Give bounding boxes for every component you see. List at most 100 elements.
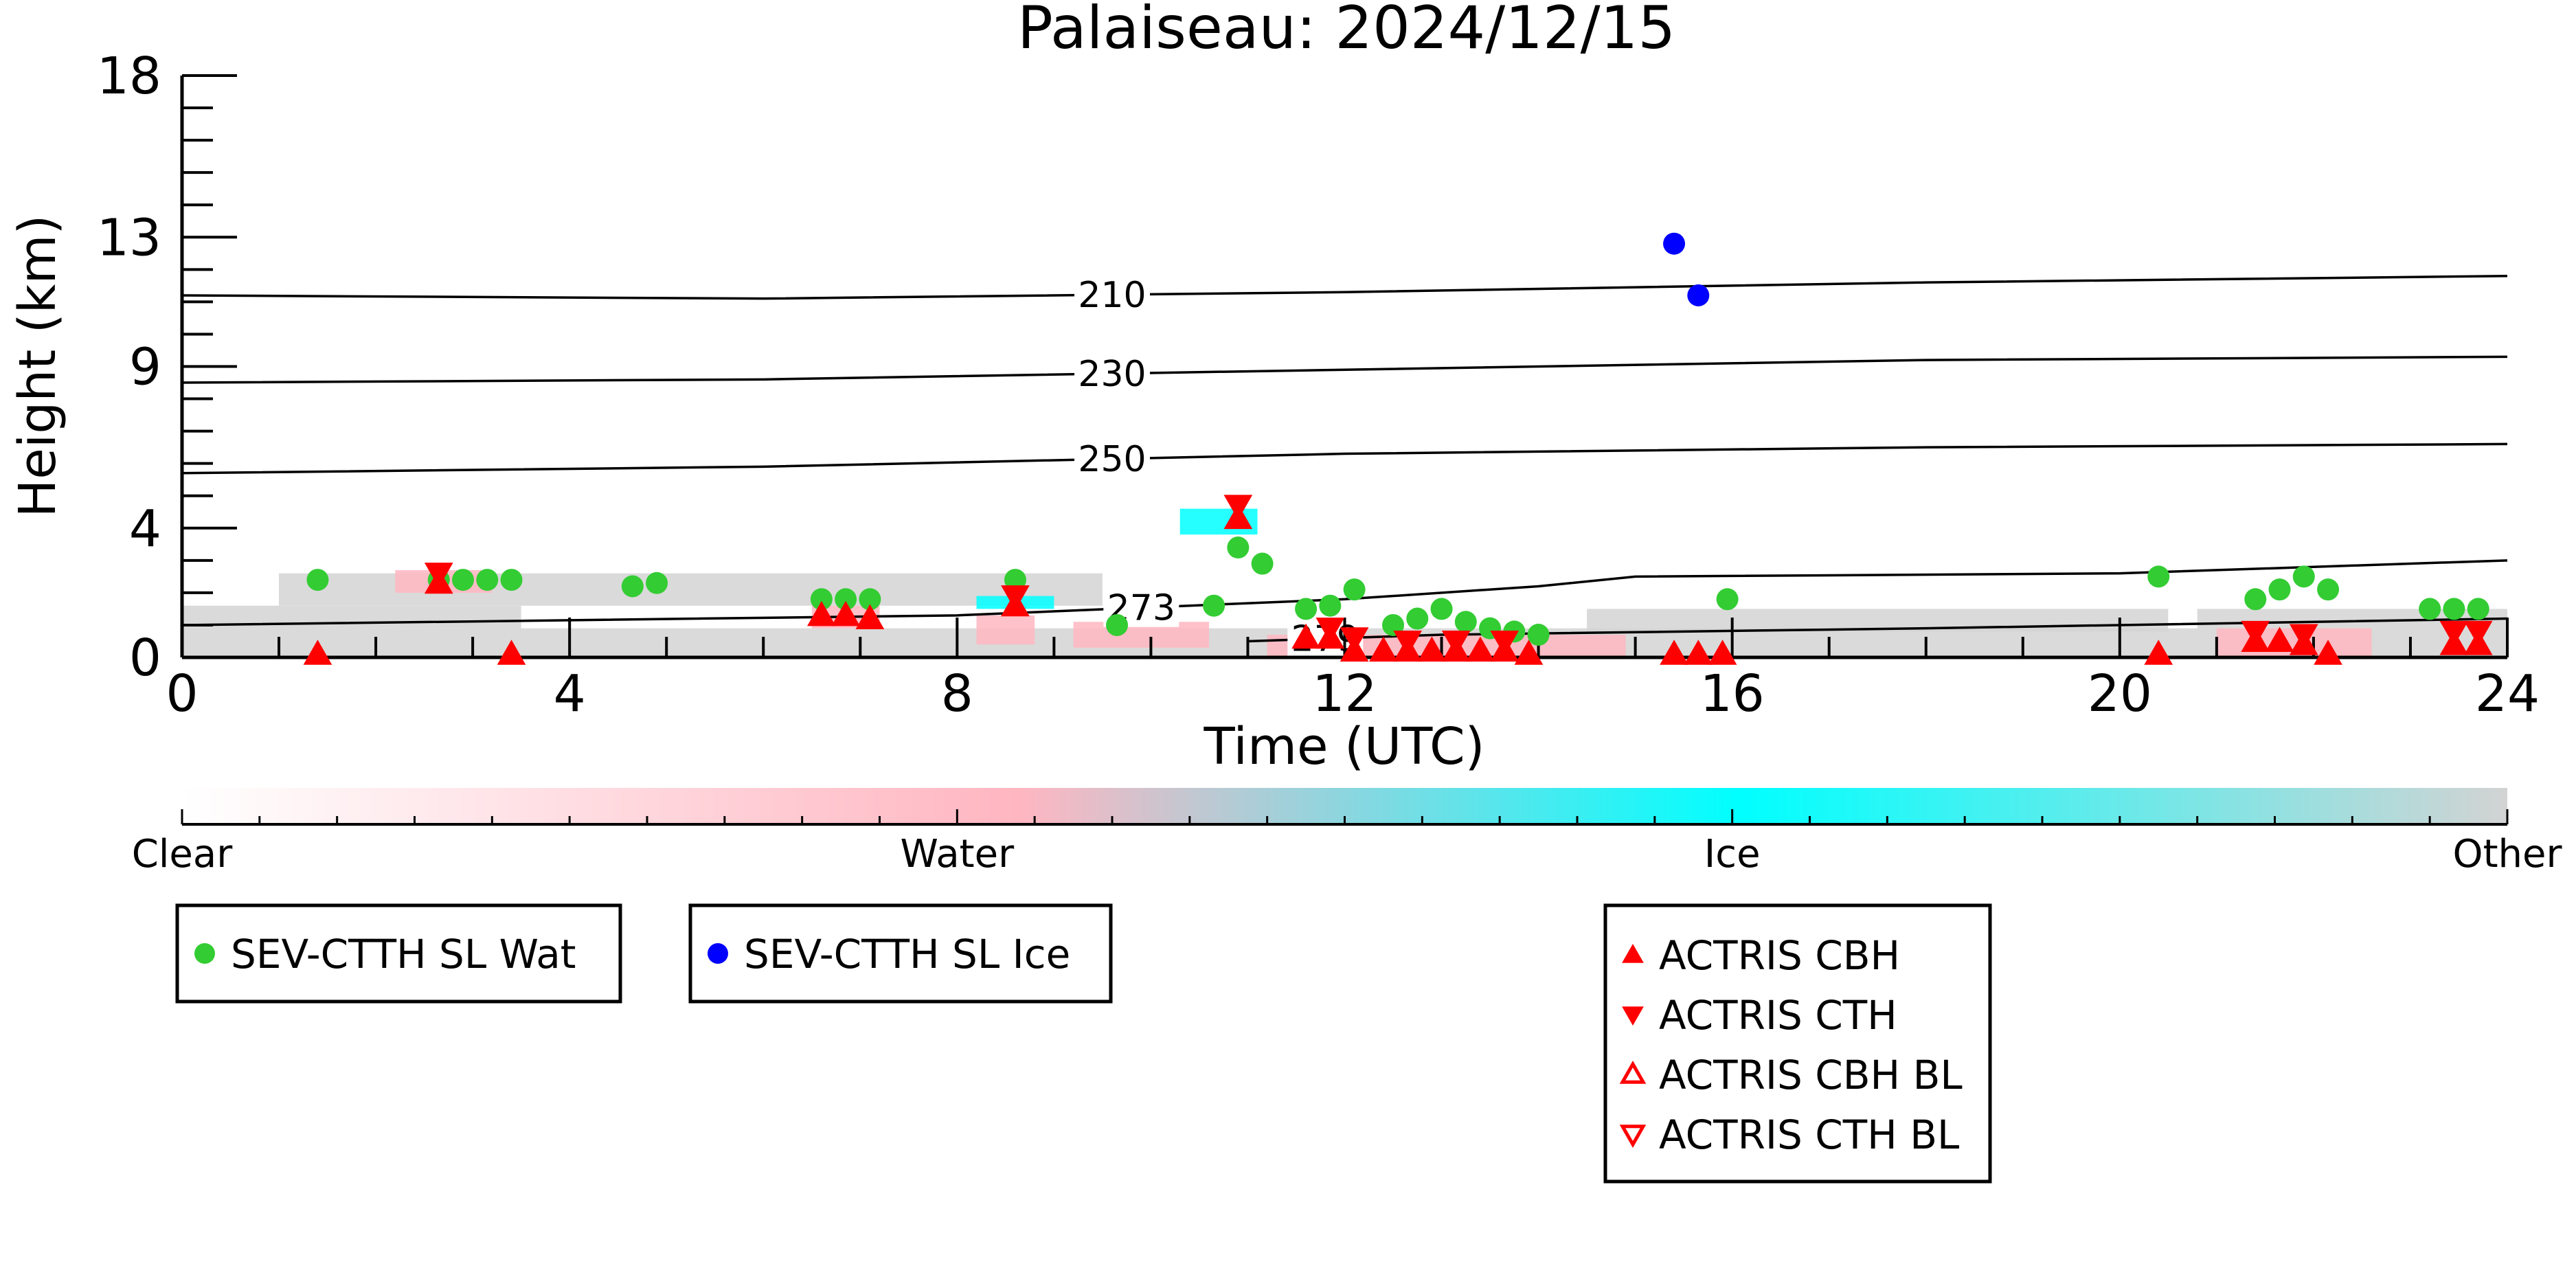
data-point-sev-ctth-sl-wat [306,569,329,591]
data-point-actris-cbh [1369,636,1398,662]
data-point-sev-ctth-sl-wat [1227,536,1250,559]
data-point-sev-ctth-sl-wat [452,569,475,591]
data-point-sev-ctth-sl-wat [2443,598,2465,620]
legend-box [688,903,1113,1004]
x-tick-label: 8 [941,664,973,723]
data-point-actris-cbh [303,640,332,665]
legend-marker-sev-ctth-sl-wat [194,943,215,964]
data-point-sev-ctth-sl-wat [2268,578,2291,601]
y-tick-label: 4 [129,499,161,558]
data-point-actris-cbh [1708,640,1737,665]
x-tick-label: 0 [166,664,198,723]
data-point-actris-cth [1223,495,1253,520]
data-point-sev-ctth-sl-wat [1343,578,1366,601]
data-point-actris-cth [2463,620,2493,646]
colorbar-label: Clear [132,832,233,877]
contour-label-bg [1074,351,1150,393]
data-point-sev-ctth-sl-wat [2467,598,2489,620]
data-point-actris-cbh [1466,636,1495,662]
legend-label: ACTRIS CBH [1659,932,1900,979]
legend-marker-actris-cth [1622,1006,1644,1026]
data-point-actris-cbh [1660,640,1688,665]
legend-marker-actris-cbh [1622,943,1644,963]
contour-line-250 [181,442,2508,475]
y-tick-label: 13 [97,208,161,267]
data-point-actris-cbh [2144,640,2173,665]
y-axis-label: Height (km) [8,215,67,518]
cloud-mask-patch [976,615,1035,645]
data-point-actris-cth [2439,620,2469,646]
data-point-sev-ctth-sl-wat [2419,598,2441,620]
colorbar-labels: Clear Water Ice Other [132,832,2563,877]
data-point-sev-ctth-sl-wat [1716,588,1739,611]
colorbar-label: Other [2452,832,2562,877]
data-point-sev-ctth-sl-wat [1406,607,1429,630]
data-point-actris-cbh [1291,623,1320,649]
data-point-actris-cbh [2314,640,2342,665]
data-point-sev-ctth-sl-wat [2317,578,2340,601]
data-point-actris-cbh [2265,626,2294,652]
x-tick-label: 4 [554,664,586,723]
x-tick-label: 20 [2088,664,2152,723]
data-points [303,232,2493,665]
data-point-actris-cbh [1684,640,1713,665]
data-point-sev-ctth-sl-ice [1663,232,1686,255]
legend-box [1603,903,1992,1184]
legend-marker-sev-ctth-sl-ice [708,943,728,964]
contour-line-210 [181,274,2508,300]
data-point-actris-cth [2289,624,2318,650]
data-point-actris-cth [2241,620,2270,646]
data-point-actris-cbh [855,604,885,630]
data-point-sev-ctth-sl-wat [2147,565,2170,588]
legends: SEV-CTTH SL Wat SEV-CTTH SL Ice ACTRIS CBH… [175,903,1992,1184]
legend-label: ACTRIS CTH [1659,992,1897,1039]
data-point-sev-ctth-sl-wat [1251,552,1274,575]
y-tick-label: 0 [129,629,161,688]
x-tick-label: 12 [1312,664,1377,723]
colorbar: Clear Water Ice Other [132,788,2563,877]
legend-label: SEV-CTTH SL Ice [744,931,1070,978]
contour-label: 250 [1078,439,1146,480]
data-point-sev-ctth-sl-wat [500,569,523,591]
y-tick-label: 18 [97,47,161,106]
contour-label-bg [1074,273,1150,315]
data-point-actris-cth [1340,627,1369,653]
x-tick-label: 24 [2475,664,2540,723]
contour-label: 210 [1078,275,1146,316]
data-point-actris-cth [1315,618,1345,643]
y-tick-label: 9 [129,338,161,397]
data-point-sev-ctth-sl-wat [1527,624,1550,646]
data-point-sev-ctth-sl-wat [1106,613,1129,636]
data-point-sev-ctth-sl-wat [1295,598,1318,620]
legend-label: ACTRIS CTH BL [1659,1111,1959,1158]
data-point-sev-ctth-sl-wat [2244,588,2267,611]
colorbar-ticks [181,809,2509,824]
data-point-actris-cth [1441,630,1471,656]
data-point-sev-ctth-sl-wat [1382,613,1405,636]
data-point-actris-cth [1393,630,1423,656]
data-point-actris-cbh [1417,636,1447,662]
legend-label: SEV-CTTH SL Wat [231,931,576,978]
data-point-actris-cbh [807,600,836,626]
data-point-sev-ctth-sl-wat [1430,598,1453,620]
x-tick-label: 16 [1700,664,1765,723]
data-point-actris-cth [424,563,453,588]
data-point-sev-ctth-sl-wat [810,588,833,611]
x-ticks: 0 4 8 12 16 20 24 [166,618,2540,723]
data-point-actris-cth [1490,630,1519,656]
data-point-actris-cbh [497,640,526,665]
x-axis-label: Time (UTC) [1203,717,1484,776]
y-ticks: 0 4 9 13 18 [97,47,237,688]
data-point-sev-ctth-sl-wat [859,588,881,611]
legend-marker-actris-cbh-bl [1619,1060,1647,1084]
colorbar-label: Ice [1704,832,1761,877]
colorbar-label: Water [901,832,1015,877]
contour-label: 230 [1078,354,1146,395]
data-point-actris-cbh [1514,640,1544,665]
data-point-actris-cth [1001,585,1030,611]
contour-line-230 [181,355,2508,384]
data-point-sev-ctth-sl-wat [1004,569,1026,591]
legend-marker-actris-cth-bl [1619,1125,1647,1149]
contour-label-bg [1074,437,1150,479]
